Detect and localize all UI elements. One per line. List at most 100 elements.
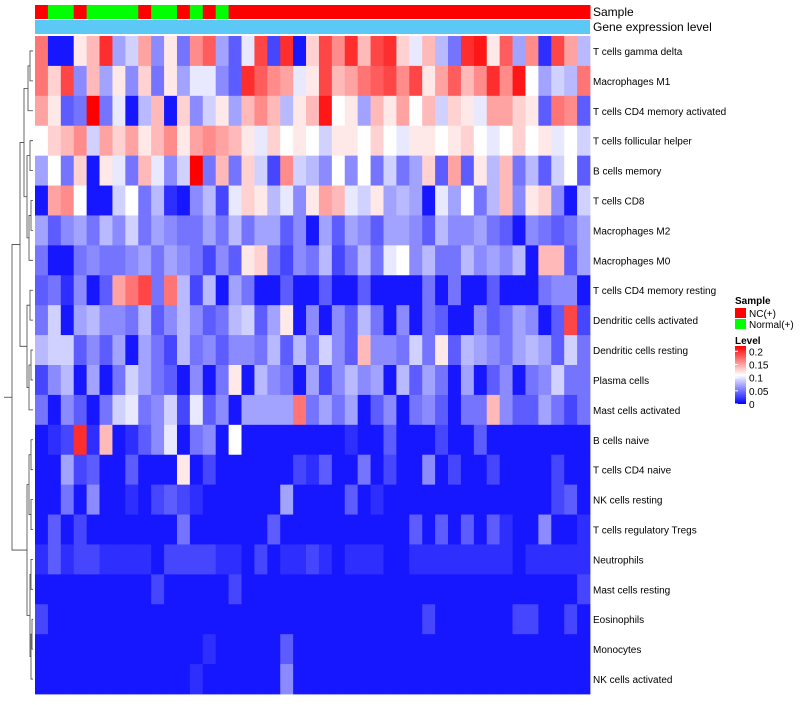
heatmap-cell bbox=[228, 335, 242, 366]
heatmap-cell bbox=[293, 155, 307, 186]
sample-annotation-cell bbox=[189, 5, 204, 19]
heatmap-cell bbox=[164, 424, 178, 456]
heatmap-cell bbox=[267, 95, 281, 127]
heatmap-cell bbox=[344, 634, 359, 665]
heatmap-cell bbox=[564, 634, 578, 665]
heatmap-cell bbox=[267, 335, 281, 366]
heatmap-cell bbox=[409, 36, 423, 67]
heatmap-cell bbox=[267, 424, 281, 456]
heatmap-cell bbox=[267, 275, 281, 306]
heatmap-cell bbox=[486, 454, 501, 486]
heatmap-cell bbox=[409, 305, 423, 336]
heatmap-cell bbox=[448, 424, 462, 456]
heatmap-cell bbox=[138, 454, 152, 486]
heatmap-cell bbox=[499, 36, 513, 67]
annotation-label-expression: Gene expression level bbox=[593, 20, 712, 34]
heatmap-cell bbox=[176, 215, 191, 246]
heatmap-cell bbox=[151, 245, 165, 276]
dendrogram-branch bbox=[26, 484, 30, 616]
heatmap-cell bbox=[370, 484, 384, 515]
heatmap-cell bbox=[176, 125, 191, 157]
heatmap-cell bbox=[280, 424, 294, 456]
heatmap-cell bbox=[512, 484, 526, 515]
heatmap-cell bbox=[435, 574, 449, 605]
heatmap-cell bbox=[512, 95, 526, 127]
heatmap-cell bbox=[344, 245, 359, 276]
heatmap-cell bbox=[176, 514, 191, 545]
heatmap-cell bbox=[422, 424, 436, 456]
heatmap-cell bbox=[176, 65, 191, 97]
heatmap-cell bbox=[86, 125, 100, 157]
heatmap-cell bbox=[564, 36, 578, 67]
heatmap-cell bbox=[306, 125, 320, 157]
heatmap-cell bbox=[125, 125, 139, 157]
heatmap-cell bbox=[73, 65, 88, 97]
heatmap-cell bbox=[396, 544, 410, 575]
dendrogram-branch bbox=[19, 142, 27, 347]
heatmap-cell bbox=[254, 365, 268, 396]
heatmap-cell bbox=[280, 125, 294, 157]
legend-swatch-nc bbox=[735, 308, 746, 318]
heatmap-cell bbox=[331, 215, 346, 246]
heatmap-cell bbox=[396, 95, 410, 127]
heatmap-cell bbox=[512, 634, 526, 665]
heatmap-cell bbox=[486, 275, 501, 306]
heatmap-cell bbox=[254, 215, 268, 246]
heatmap-cell bbox=[254, 604, 268, 635]
heatmap-cell bbox=[138, 245, 152, 276]
heatmap-cell bbox=[486, 335, 501, 366]
heatmap-cell bbox=[422, 514, 436, 545]
heatmap-cell bbox=[60, 245, 75, 276]
heatmap-cell bbox=[383, 365, 397, 396]
heatmap-cell bbox=[344, 484, 359, 515]
heatmap-cell bbox=[254, 634, 268, 665]
heatmap-cell bbox=[228, 514, 242, 545]
heatmap-cell bbox=[460, 95, 475, 127]
heatmap-cell bbox=[409, 65, 423, 97]
heatmap-cell bbox=[138, 514, 152, 545]
heatmap-cell bbox=[344, 664, 359, 695]
row-label: Mast cells activated bbox=[593, 406, 680, 417]
heatmap-cell bbox=[125, 335, 139, 366]
heatmap-cell bbox=[499, 245, 513, 276]
heatmap-cell bbox=[486, 664, 501, 695]
heatmap-cell bbox=[344, 365, 359, 396]
heatmap-cell bbox=[241, 65, 255, 97]
heatmap-cell bbox=[60, 424, 75, 456]
row-labels: T cells gamma delta Macrophages M1 T cells… bbox=[593, 47, 726, 686]
heatmap-cell bbox=[318, 155, 333, 186]
heatmap-cell bbox=[86, 604, 100, 635]
heatmap-cell bbox=[564, 125, 578, 157]
row-label: Mast cells resting bbox=[593, 585, 670, 596]
heatmap-cell bbox=[306, 365, 320, 396]
heatmap-cell bbox=[99, 245, 113, 276]
sample-annotation-cell bbox=[86, 5, 101, 19]
heatmap-cell bbox=[60, 454, 75, 486]
heatmap-cell bbox=[357, 275, 371, 306]
heatmap-cell bbox=[512, 604, 526, 635]
heatmap-cell bbox=[577, 155, 591, 186]
heatmap-cell bbox=[448, 394, 462, 426]
heatmap-cell bbox=[176, 484, 191, 515]
row-label: Eosinophils bbox=[593, 615, 644, 626]
heatmap-cell bbox=[60, 215, 75, 246]
heatmap-cell bbox=[460, 574, 475, 605]
heatmap-cell bbox=[318, 335, 333, 366]
heatmap-cell bbox=[60, 634, 75, 665]
heatmap-cell bbox=[202, 574, 217, 605]
heatmap-cell bbox=[47, 365, 62, 396]
heatmap-cell bbox=[86, 245, 100, 276]
heatmap-cell bbox=[448, 544, 462, 575]
heatmap-cell bbox=[280, 394, 294, 426]
heatmap-cell bbox=[525, 185, 539, 216]
row-label: B cells memory bbox=[593, 167, 661, 178]
heatmap-cell bbox=[409, 514, 423, 545]
heatmap-cell bbox=[331, 574, 346, 605]
heatmap-cell bbox=[189, 365, 204, 396]
heatmap-cell bbox=[331, 155, 346, 186]
heatmap-cell bbox=[241, 604, 255, 635]
heatmap-cell bbox=[125, 424, 139, 456]
heatmap-cell bbox=[306, 305, 320, 336]
heatmap-cell bbox=[280, 484, 294, 515]
heatmap-cell bbox=[486, 574, 501, 605]
